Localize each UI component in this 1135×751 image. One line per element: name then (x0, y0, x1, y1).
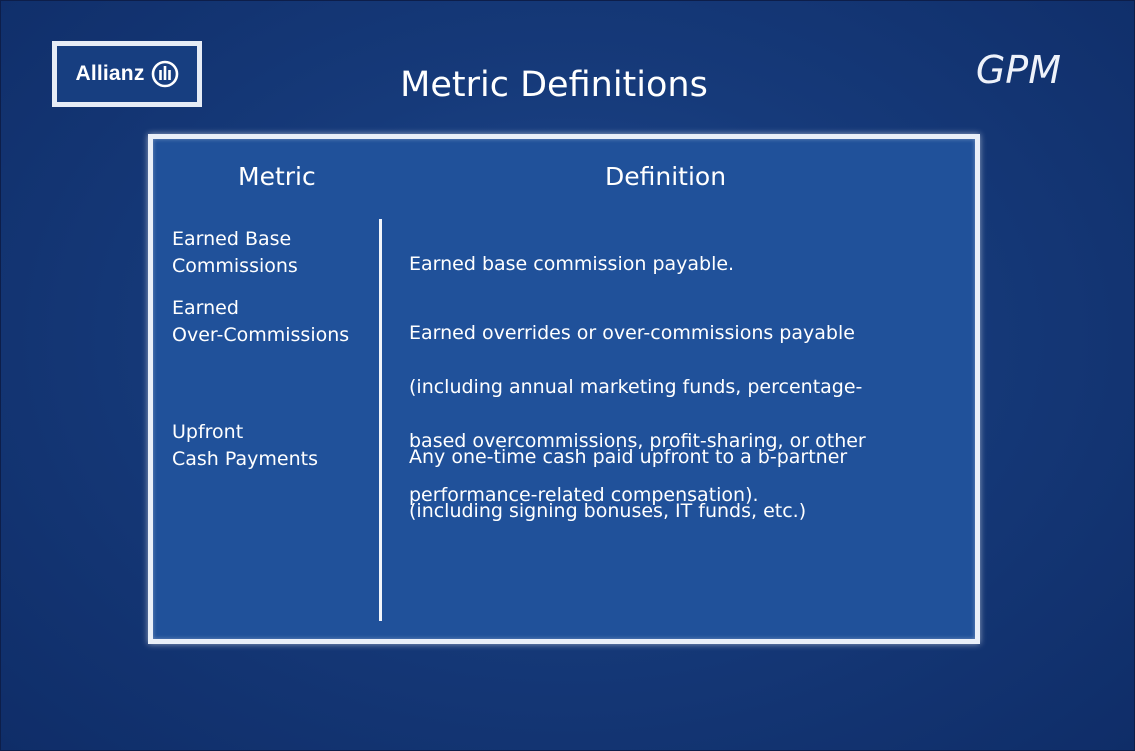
definition-line: (including signing bonuses, IT funds, et… (409, 500, 807, 522)
definition-line: Any one-time cash paid upfront to a b-pa… (409, 446, 848, 468)
slide-title: Metric Definitions (400, 65, 708, 105)
logo-text: Allianz (75, 62, 145, 85)
metric-name-earned-over-commissions: Earned Over-Commissions (172, 295, 372, 349)
metric-name-upfront-cash-payments: Upfront Cash Payments (172, 419, 372, 473)
metric-name-earned-base-commissions: Earned Base Commissions (172, 226, 372, 280)
metric-name-line: Earned Base (172, 228, 292, 250)
column-header-metric: Metric (238, 162, 316, 191)
definitions-panel: Metric Definition Earned Base Commission… (148, 134, 980, 644)
brand-tag: GPM (975, 48, 1061, 92)
metric-name-line: Commissions (172, 255, 298, 277)
metric-name-line: Cash Payments (172, 448, 318, 470)
metric-definition-earned-over-commissions: Earned overrides or over-commissions pay… (409, 293, 969, 536)
metric-name-line: Over-Commissions (172, 324, 350, 346)
allianz-eagle-pillars-icon (151, 60, 178, 88)
metric-name-line: Upfront (172, 421, 244, 443)
definition-line: Earned overrides or over-commissions pay… (409, 322, 855, 344)
metric-definition-earned-base-commissions: Earned base commission payable. (409, 224, 969, 305)
metric-name-line: Earned (172, 297, 239, 319)
definition-line: (including annual marketing funds, perce… (409, 376, 863, 398)
allianz-logo: Allianz (52, 41, 202, 107)
column-divider (379, 219, 382, 621)
definition-line: performance-related compensation). (409, 484, 759, 506)
definition-line: Earned base commission payable. (409, 253, 735, 275)
metric-definition-upfront-cash-payments: Any one-time cash paid upfront to a b-pa… (409, 417, 969, 552)
column-header-definition: Definition (605, 162, 727, 191)
definition-line: based overcommissions, profit-sharing, o… (409, 430, 866, 452)
